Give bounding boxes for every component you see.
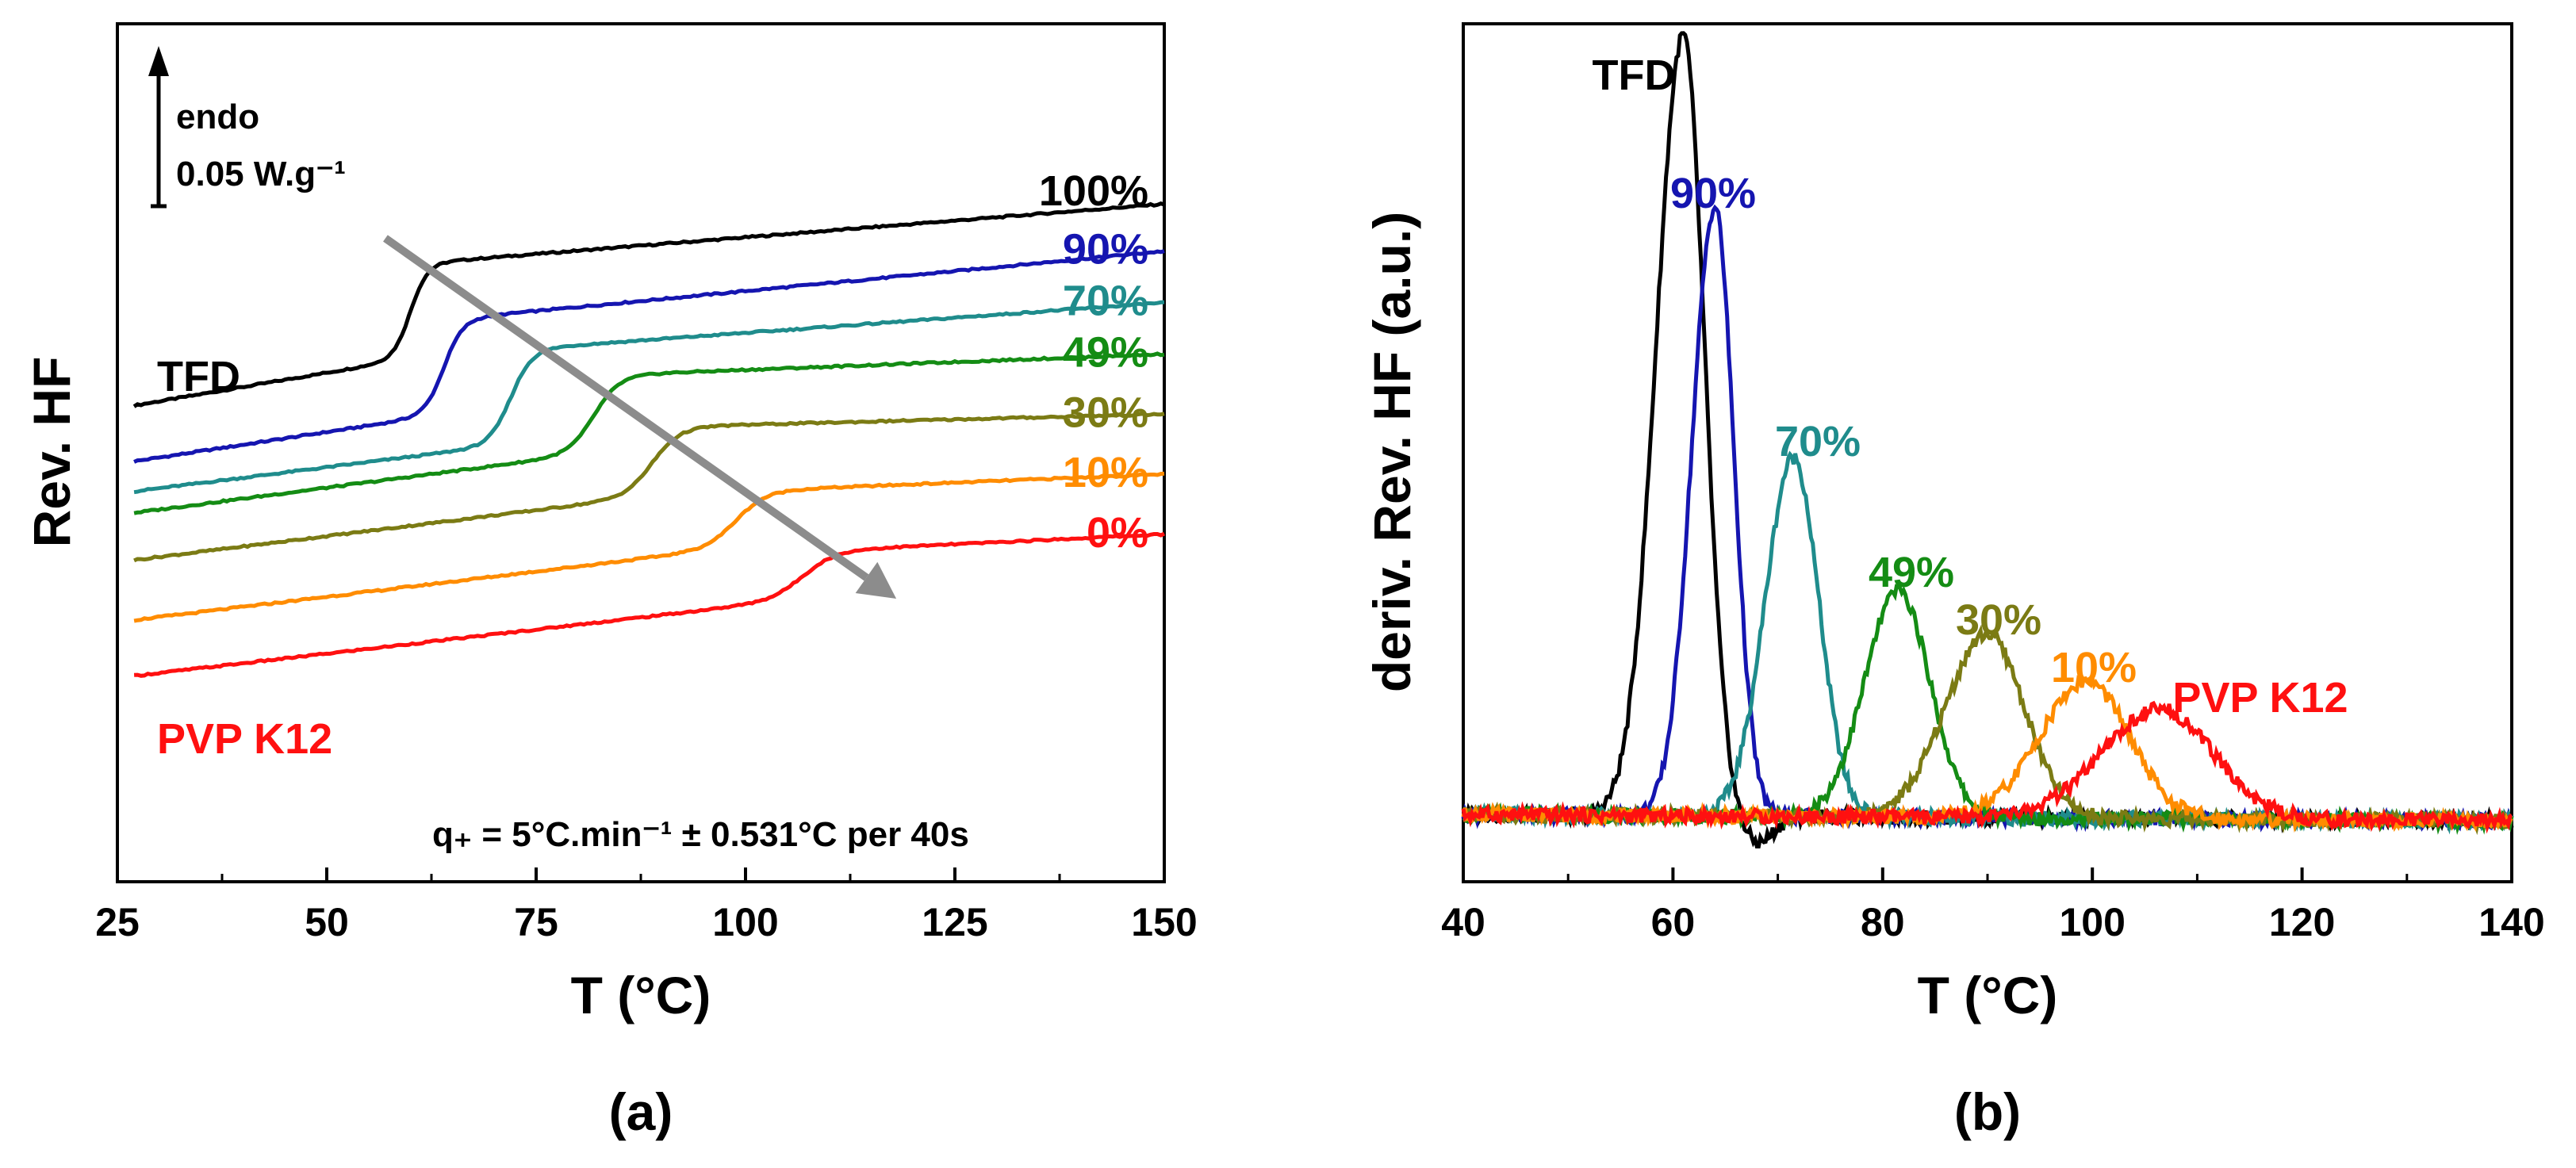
panel-a-tick-labels: 25 50 75 100 125 150	[95, 900, 1198, 944]
panel-a-label: (a)	[609, 1082, 673, 1141]
panel-a-x-axis-label: T (°C)	[571, 966, 711, 1024]
panel-b-y-axis-label: deriv. Rev. HF (a.u.)	[1363, 212, 1421, 692]
left-label-tfd: TFD	[157, 353, 240, 400]
tick-label-a-25: 25	[95, 900, 140, 944]
label-a-49: 49%	[1063, 329, 1148, 377]
tick-label-b-120: 120	[2269, 900, 2335, 944]
curve-b-pvp-k12	[1461, 700, 2513, 834]
tick-label-a-75: 75	[514, 900, 558, 944]
curve-a-100	[132, 201, 1165, 408]
panel-b-curves	[1461, 31, 2514, 848]
panel-b: TFD 90% 70% 49%30%10% PVP K12 40 60 80 100 120 14…	[1363, 22, 2545, 1141]
tick-label-a-100: 100	[712, 900, 778, 944]
panel-a: 100% 90%70%49% 30% 10% 0% 25 50 75 100 125 150 en…	[22, 22, 1198, 1141]
heating-rate-annotation: q₊ = 5°C.min⁻¹ ± 0.531°C per 40s	[432, 815, 969, 854]
label-b-10: 10%	[2051, 644, 2137, 691]
label-a-10: 10%	[1063, 449, 1148, 496]
label-b-30: 30%	[1956, 596, 2041, 644]
tick-label-b-140: 140	[2478, 900, 2544, 944]
label-b-pvp-k12: PVP K12	[2172, 674, 2348, 722]
curve-a-70	[133, 300, 1165, 495]
panel-b-x-axis-label: T (°C)	[1918, 966, 2058, 1024]
scale-bar	[148, 46, 169, 209]
panel-b-tick-labels: 40 60 80 100 120 140	[1441, 900, 2545, 944]
panel-b-ticks	[1462, 867, 2513, 882]
label-a-100: 100%	[1039, 167, 1148, 215]
curve-b-tfd	[1462, 31, 2514, 848]
panel-b-label: (b)	[1954, 1082, 2021, 1141]
label-a-90: 90%	[1063, 226, 1148, 274]
label-b-70: 70%	[1775, 418, 1861, 465]
panel-a-y-axis-label: Rev. HF	[22, 357, 81, 548]
label-a-0: 0%	[1087, 509, 1148, 557]
tick-label-a-50: 50	[305, 900, 349, 944]
label-b-49: 49%	[1869, 549, 1954, 596]
label-b-90: 90%	[1670, 170, 1756, 217]
tick-label-a-125: 125	[922, 900, 987, 944]
label-a-30: 30%	[1063, 389, 1148, 436]
tick-label-a-150: 150	[1131, 900, 1197, 944]
scale-bar-value-label: 0.05 W.g⁻¹	[176, 155, 346, 193]
left-label-pvp: PVP K12	[157, 715, 332, 763]
curve-a-49	[133, 351, 1165, 515]
tick-label-b-80: 80	[1861, 900, 1905, 944]
panel-a-ticks	[116, 867, 1166, 882]
scale-bar-endo-label: endo	[176, 98, 259, 136]
trend-arrow	[383, 235, 897, 599]
panel-a-curves	[132, 201, 1166, 678]
panel-b-series-labels: TFD 90% 70% 49%30%10% PVP K12	[1593, 52, 2348, 722]
label-a-70: 70%	[1063, 278, 1148, 325]
scale-bar-arrowhead	[148, 46, 169, 76]
curve-a-90	[133, 249, 1165, 464]
tick-label-b-40: 40	[1441, 900, 1485, 944]
curve-b-90	[1461, 204, 2514, 833]
label-b-tfd: TFD	[1593, 52, 1676, 99]
curve-a-30	[133, 412, 1165, 563]
curve-a-10	[133, 471, 1165, 623]
curve-a-0	[133, 531, 1166, 678]
tick-label-b-60: 60	[1651, 900, 1696, 944]
panel-a-series-labels: 100% 90%70%49% 30% 10% 0%	[1039, 167, 1148, 557]
tick-label-b-100: 100	[2059, 900, 2125, 944]
